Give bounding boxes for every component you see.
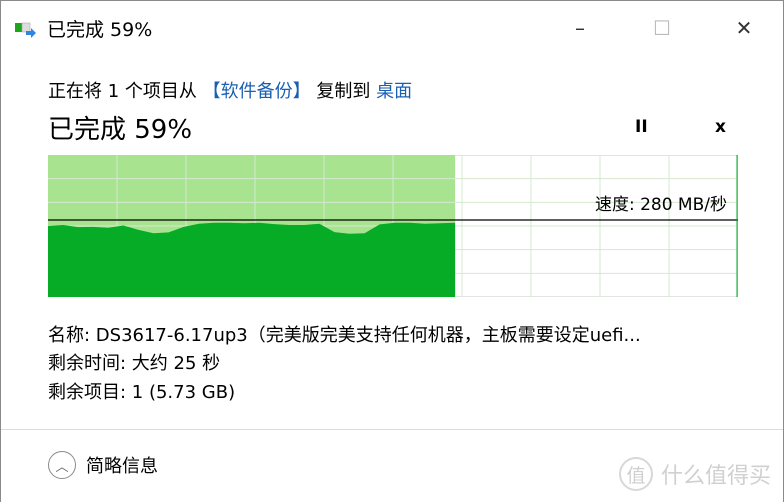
items-remaining: 剩余项目: 1 (5.73 GB) xyxy=(48,382,236,403)
watermark: 值 什么值得买 xyxy=(618,457,771,491)
close-button[interactable]: ✕ xyxy=(735,16,753,40)
watermark-text: 什么值得买 xyxy=(660,464,771,489)
title-bar: 已完成 59% – ☐ ✕ xyxy=(1,1,783,53)
chevron-up-icon: ︿ xyxy=(48,451,76,479)
minimize-button[interactable]: – xyxy=(575,16,585,40)
divider xyxy=(1,429,783,430)
fewer-details-label: 简略信息 xyxy=(86,456,158,477)
description-middle: 复制到 xyxy=(310,81,377,102)
watermark-logo: 值 xyxy=(618,457,653,491)
destination-link[interactable]: 桌面 xyxy=(376,81,413,102)
copy-icon xyxy=(15,22,36,38)
fewer-details-button[interactable]: ︿ 简略信息 xyxy=(48,451,158,479)
pause-button[interactable]: II xyxy=(635,117,648,137)
copy-description: 正在将 1 个项目从 【软件备份】 复制到 桌面 xyxy=(48,77,412,103)
window-title: 已完成 59% xyxy=(47,19,153,41)
file-name: 名称: DS3617-6.17up3（完美版完美支持任何机器，主板需要设定uef… xyxy=(48,325,641,346)
description-prefix: 正在将 1 个项目从 xyxy=(48,81,203,102)
speed-graph xyxy=(48,155,738,297)
maximize-button[interactable]: ☐ xyxy=(653,16,671,40)
speed-label: 速度: 280 MB/秒 xyxy=(594,195,727,215)
time-remaining: 剩余时间: 大约 25 秒 xyxy=(48,353,221,374)
progress-label: 已完成 59% xyxy=(48,115,193,145)
speed-area xyxy=(48,222,456,297)
source-link[interactable]: 【软件备份】 xyxy=(202,81,311,102)
cancel-button[interactable]: x xyxy=(715,117,726,137)
